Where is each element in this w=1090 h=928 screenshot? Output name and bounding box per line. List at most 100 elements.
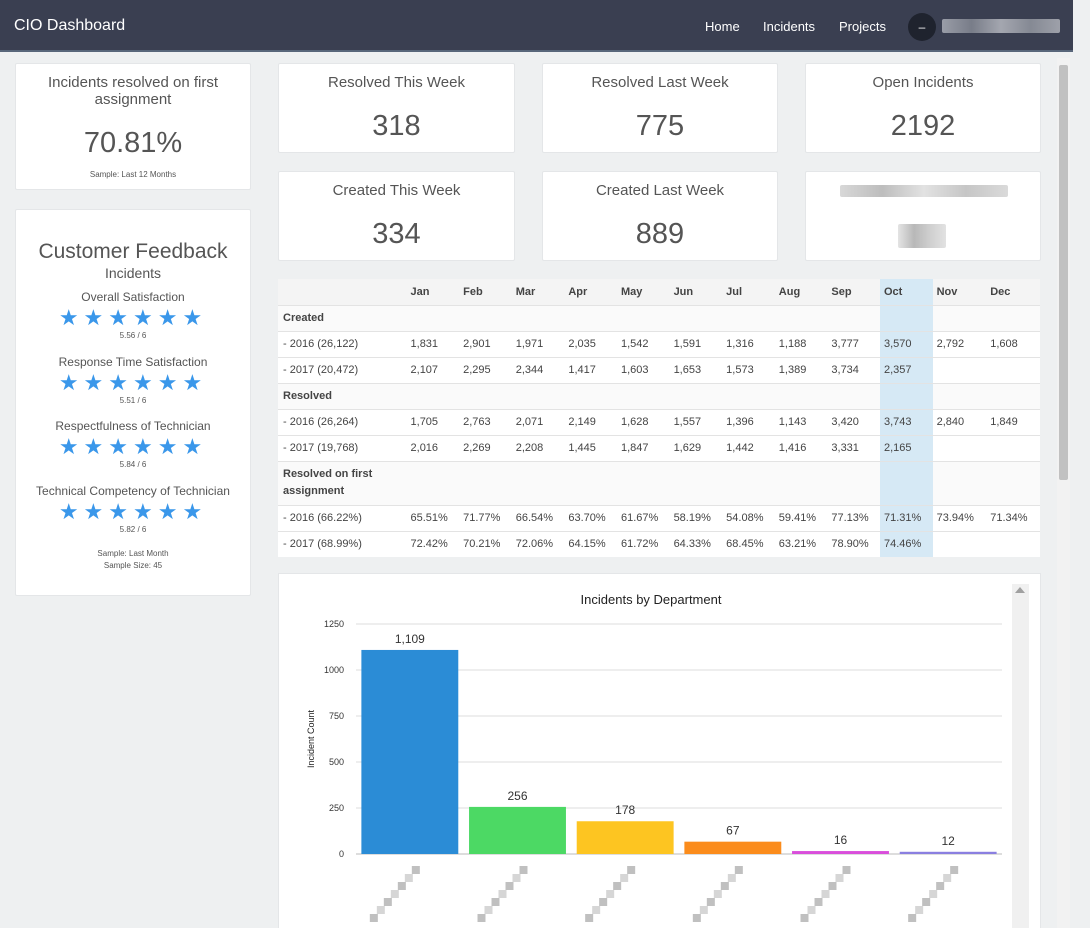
chart-data-label: 67 (726, 824, 740, 838)
user-avatar[interactable]: – (908, 13, 936, 41)
table-cell (932, 530, 987, 557)
feedback-label: Technical Competency of Technician (36, 484, 230, 498)
feedback-label: Respectfulness of Technician (55, 419, 211, 433)
table-cell (932, 356, 987, 383)
table-cell: 2,071 (511, 408, 565, 435)
table-section-blank-cell (511, 460, 565, 505)
chart-x-tick-label-redacted (720, 882, 729, 890)
star-rating-icon: ★★★★★★ (58, 434, 208, 459)
resolved-last-week-value: 775 (635, 110, 685, 142)
chart-scrollbar[interactable] (1012, 584, 1029, 928)
table-row: - 2016 (26,264) 1,705 2,763 2,071 2,149 1,628… (278, 408, 1040, 435)
monthly-table-body: Created - 2016 (26,122) 1,831 2,901 1,971 2,0… (278, 304, 1040, 557)
table-header-month: Jun (669, 279, 723, 305)
redacted-stat-card[interactable] (805, 171, 1041, 261)
feedback-item-overall: Overall Satisfaction ★★★★★★ 5.56 / 6 (16, 290, 250, 340)
feedback-label: Overall Satisfaction (81, 290, 185, 304)
chart-bar (576, 821, 674, 854)
table-cell: 2,344 (511, 356, 565, 383)
table-header-month: Sep (827, 279, 880, 305)
table-cell: 1,389 (774, 356, 828, 383)
nav-home-link[interactable]: Home (705, 19, 740, 34)
page-scrollbar-thumb[interactable] (1059, 65, 1068, 480)
table-section-blank-cell (406, 382, 460, 409)
table-header-month: Nov (932, 279, 987, 305)
chart-y-tick-label: 1250 (324, 619, 344, 629)
table-section-blank-cell (564, 382, 617, 409)
first-assignment-value: 70.81% (83, 127, 183, 159)
created-this-week-value: 334 (372, 218, 421, 250)
table-cell: 1,591 (669, 330, 723, 357)
monthly-incidents-table: Jan Feb Mar Apr May Jun Jul Aug Sep Oct … (278, 279, 1040, 557)
feedback-subtitle: Incidents (104, 265, 162, 281)
chart-x-tick-label-redacted (835, 874, 844, 882)
incidents-by-department-chart: Incidents by Department 0 250 500 750 1000 125… (306, 592, 1002, 922)
nav-projects-link[interactable]: Projects (839, 19, 886, 34)
table-cell: 2,792 (932, 330, 987, 357)
table-row: - 2016 (66.22%) 65.51% 71.77% 66.54% 63.70% 6… (278, 504, 1040, 531)
chart-x-tick-label-redacted (950, 866, 959, 874)
table-cell: 1,847 (616, 434, 670, 461)
table-cell: 1,653 (669, 356, 723, 383)
table-section-blank-cell (459, 304, 512, 331)
table-section-blank-cell (459, 460, 512, 505)
chart-x-tick-label-redacted (713, 890, 722, 898)
table-cell: 59.41% (774, 504, 828, 531)
chart-x-tick-label-redacted (620, 874, 629, 882)
table-cell: 71.31% (880, 504, 933, 531)
table-cell: 1,143 (774, 408, 828, 435)
resolved-this-week-card[interactable]: Resolved This Week 318 (278, 63, 515, 153)
table-section-row: Resolved on first assignment (278, 460, 1040, 505)
feedback-title: Customer Feedback (38, 240, 228, 263)
table-cell: 61.67% (616, 504, 670, 531)
table-cell: 63.70% (564, 504, 617, 531)
feedback-item-respectfulness: Respectfulness of Technician ★★★★★★ 5.84… (16, 419, 250, 469)
user-name-redacted[interactable] (942, 19, 1060, 33)
table-cell: 63.21% (774, 530, 828, 557)
table-cell: 1,573 (722, 356, 775, 383)
chart-x-tick-label-redacted (915, 906, 924, 914)
table-section-blank-cell (406, 460, 460, 505)
chart-x-tick-label-redacted (842, 866, 851, 874)
star-rating-icon: ★★★★★★ (58, 499, 208, 524)
chart-x-tick-label-redacted (627, 866, 636, 874)
table-row-label: - 2016 (26,264) (278, 408, 407, 435)
resolved-last-week-card[interactable]: Resolved Last Week 775 (542, 63, 778, 153)
table-cell: 72.06% (511, 530, 565, 557)
first-assignment-title: Incidents resolved on first assignment (47, 74, 219, 108)
feedback-item-response-time: Response Time Satisfaction ★★★★★★ 5.51 /… (16, 355, 250, 405)
chart-x-tick-label-redacted (922, 898, 931, 906)
table-row-label: - 2016 (26,122) (278, 330, 407, 357)
table-row: - 2017 (20,472) 2,107 2,295 2,344 1,417 1,603… (278, 356, 1040, 383)
feedback-score: 5.84 / 6 (119, 460, 147, 469)
table-header-month: Dec (986, 279, 1040, 305)
feedback-item-competency: Technical Competency of Technician ★★★★★… (16, 484, 250, 534)
chart-x-tick-label-redacted (411, 866, 420, 874)
table-section-blank-cell (406, 304, 460, 331)
first-assignment-card: Incidents resolved on first assignment 7… (15, 63, 251, 190)
chart-bar (684, 841, 782, 854)
table-cell: 1,705 (406, 408, 460, 435)
feedback-score: 5.51 / 6 (119, 396, 147, 405)
app-title[interactable]: CIO Dashboard (14, 17, 126, 34)
table-section-blank-cell (932, 382, 987, 409)
chart-x-tick-label-redacted (484, 906, 493, 914)
table-cell: 1,442 (722, 434, 775, 461)
table-header-month: Jan (406, 279, 460, 305)
created-this-week-card[interactable]: Created This Week 334 (278, 171, 515, 261)
nav-incidents-link[interactable]: Incidents (763, 19, 816, 34)
chart-bar (792, 851, 889, 854)
table-row: - 2016 (26,122) 1,831 2,901 1,971 2,035 1,542… (278, 330, 1040, 357)
chart-x-tick-label-redacted (800, 914, 809, 922)
chart-x-tick-label-redacted (585, 914, 594, 922)
table-section-blank-cell (986, 304, 1040, 331)
chart-scroll-up-icon[interactable] (1015, 587, 1025, 593)
table-section-blank-cell (986, 382, 1040, 409)
created-last-week-card[interactable]: Created Last Week 889 (542, 171, 778, 261)
table-cell: 1,316 (722, 330, 775, 357)
open-incidents-card[interactable]: Open Incidents 2192 (805, 63, 1041, 153)
feedback-sample-size: Sample Size: 45 (103, 561, 163, 570)
chart-x-tick-label-redacted (390, 890, 399, 898)
table-header-month: Jul (722, 279, 775, 305)
table-section-title: Resolved on first assignment (278, 460, 407, 505)
